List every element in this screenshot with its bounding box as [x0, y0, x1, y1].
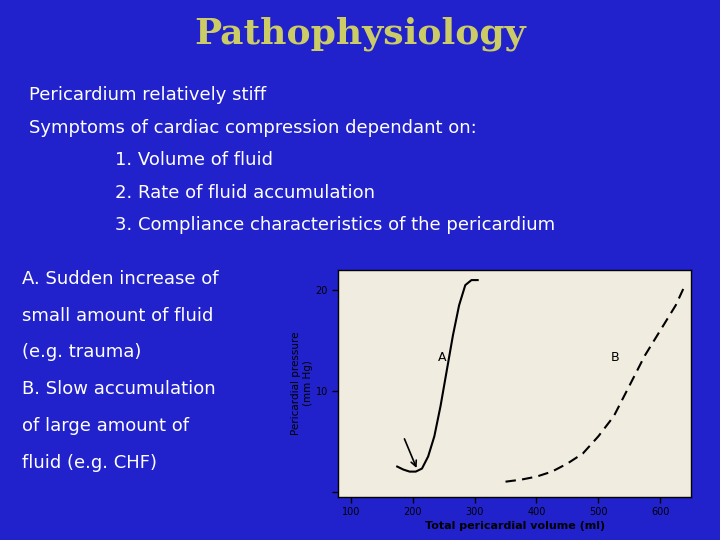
X-axis label: Total pericardial volume (ml): Total pericardial volume (ml): [425, 522, 605, 531]
Text: (e.g. trauma): (e.g. trauma): [22, 343, 141, 361]
Text: fluid (e.g. CHF): fluid (e.g. CHF): [22, 454, 157, 471]
Text: Symptoms of cardiac compression dependant on:: Symptoms of cardiac compression dependan…: [29, 119, 477, 137]
Text: small amount of fluid: small amount of fluid: [22, 307, 213, 325]
Text: A. Sudden increase of: A. Sudden increase of: [22, 270, 218, 288]
Text: of large amount of: of large amount of: [22, 417, 189, 435]
Text: A: A: [438, 350, 446, 364]
Text: Pericardium relatively stiff: Pericardium relatively stiff: [29, 86, 266, 104]
Y-axis label: Pericardial pressure
(mm Hg): Pericardial pressure (mm Hg): [291, 332, 312, 435]
Text: 3. Compliance characteristics of the pericardium: 3. Compliance characteristics of the per…: [115, 216, 555, 234]
Text: 2. Rate of fluid accumulation: 2. Rate of fluid accumulation: [115, 184, 375, 201]
Text: B. Slow accumulation: B. Slow accumulation: [22, 380, 215, 398]
Text: B: B: [611, 350, 619, 364]
Text: 1. Volume of fluid: 1. Volume of fluid: [115, 151, 273, 169]
Text: Pathophysiology: Pathophysiology: [194, 16, 526, 51]
